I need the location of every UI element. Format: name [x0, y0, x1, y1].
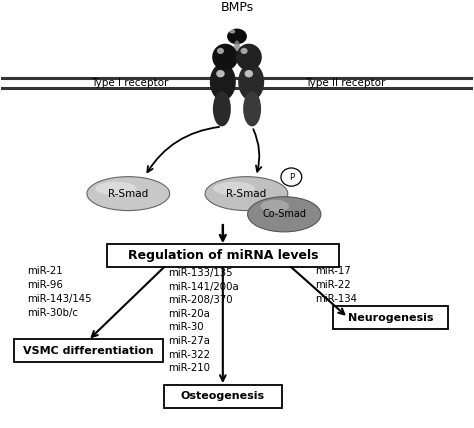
Ellipse shape: [245, 70, 253, 77]
Ellipse shape: [95, 182, 137, 195]
Ellipse shape: [227, 29, 247, 45]
Text: Type I receptor: Type I receptor: [91, 78, 168, 88]
Text: R-Smad: R-Smad: [108, 189, 148, 199]
Text: Neurogenesis: Neurogenesis: [348, 313, 433, 323]
Ellipse shape: [229, 30, 236, 33]
Ellipse shape: [212, 44, 238, 71]
Text: miR-133/135
miR-141/200a
miR-208/370
miR-20a
miR-30
miR-27a
miR-322
miR-210: miR-133/135 miR-141/200a miR-208/370 miR…: [168, 268, 239, 373]
Text: Type II receptor: Type II receptor: [306, 78, 386, 88]
Ellipse shape: [205, 177, 288, 211]
Ellipse shape: [216, 70, 225, 77]
Text: miR-21
miR-96
miR-143/145
miR-30b/c: miR-21 miR-96 miR-143/145 miR-30b/c: [27, 266, 91, 318]
Ellipse shape: [234, 40, 240, 51]
Text: P: P: [289, 172, 294, 181]
Text: Co-Smad: Co-Smad: [262, 209, 306, 219]
Text: miR-17
miR-22
miR-134: miR-17 miR-22 miR-134: [315, 266, 357, 304]
Text: R-Smad: R-Smad: [226, 189, 266, 199]
Ellipse shape: [87, 177, 170, 211]
Text: Osteogenesis: Osteogenesis: [181, 391, 265, 401]
Ellipse shape: [240, 48, 247, 54]
Text: BMPs: BMPs: [220, 1, 254, 14]
Ellipse shape: [217, 48, 224, 54]
FancyBboxPatch shape: [107, 244, 338, 267]
Ellipse shape: [210, 63, 236, 101]
Ellipse shape: [213, 91, 231, 126]
Ellipse shape: [238, 63, 264, 101]
Ellipse shape: [247, 197, 321, 232]
Ellipse shape: [261, 200, 289, 212]
FancyBboxPatch shape: [14, 339, 163, 363]
FancyBboxPatch shape: [164, 385, 282, 408]
Ellipse shape: [236, 44, 262, 71]
Ellipse shape: [213, 182, 255, 195]
FancyBboxPatch shape: [333, 306, 448, 329]
Text: VSMC differentiation: VSMC differentiation: [23, 346, 154, 356]
Circle shape: [281, 168, 302, 186]
Text: Regulation of miRNA levels: Regulation of miRNA levels: [128, 249, 318, 262]
Ellipse shape: [243, 91, 261, 126]
